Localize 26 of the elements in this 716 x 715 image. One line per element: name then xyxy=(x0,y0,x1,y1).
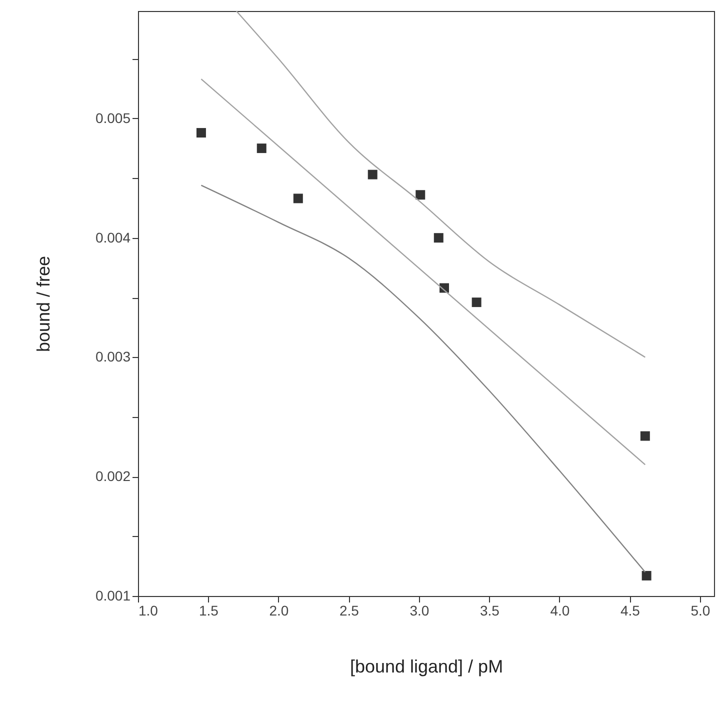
y-tick-label: 0.004 xyxy=(95,229,131,246)
x-tick-label: 1.0 xyxy=(138,602,158,618)
y-tick-label: 0.005 xyxy=(95,110,131,126)
x-tick-label: 2.0 xyxy=(269,602,289,618)
point xyxy=(434,233,444,243)
point xyxy=(416,190,426,200)
point xyxy=(256,144,266,154)
point xyxy=(472,298,482,308)
x-axis-title: [bound ligand] / pM xyxy=(350,656,504,676)
x-tick-label: 4.5 xyxy=(620,602,640,618)
y-tick-label: 0.001 xyxy=(95,588,131,604)
point xyxy=(293,194,303,204)
x-tick-label: 3.0 xyxy=(410,602,430,618)
x-tick-label: 4.0 xyxy=(550,602,570,618)
point xyxy=(368,170,378,180)
point xyxy=(196,128,206,138)
point xyxy=(642,570,652,580)
x-tick-label: 5.0 xyxy=(690,602,710,618)
point xyxy=(640,431,650,441)
y-axis-title: bound / free xyxy=(33,256,54,352)
x-tick-label: 3.5 xyxy=(480,602,500,618)
x-tick-label: 1.5 xyxy=(199,602,219,618)
y-tick-label: 0.003 xyxy=(95,348,131,365)
x-tick-label: 2.5 xyxy=(339,602,360,618)
y-tick-label: 0.002 xyxy=(95,468,131,484)
line-series xyxy=(236,10,646,358)
